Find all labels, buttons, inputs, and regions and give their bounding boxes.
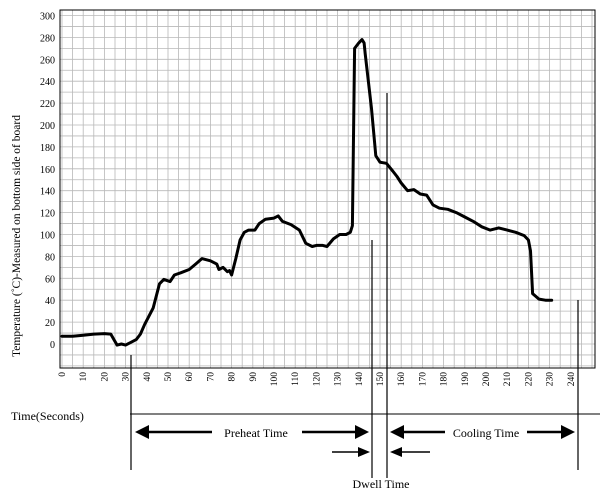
dwell-time-label: Dwell Time: [352, 477, 409, 491]
x-tick-label: 240: [567, 372, 577, 387]
preheat-time-label: Preheat Time: [224, 426, 288, 440]
cooling-arrow-right-head: [561, 425, 575, 439]
y-tick-label: 120: [40, 209, 55, 220]
y-tick-label: 80: [45, 252, 55, 263]
x-axis-ticks: 0 10 20 30 40 50 60 70 80 90 100 110 120 130 140 150 160…: [58, 372, 577, 387]
x-tick-label: 50: [164, 372, 174, 382]
y-tick-label: 300: [40, 12, 55, 23]
cooling-arrow-left-head: [390, 425, 404, 439]
x-tick-label: 180: [440, 372, 450, 387]
y-tick-label: 240: [40, 77, 55, 88]
x-tick-label: 120: [312, 372, 322, 387]
x-tick-label: 140: [355, 372, 365, 387]
y-tick-label: 200: [40, 121, 55, 132]
y-tick-label: 260: [40, 55, 55, 66]
y-tick-label: 140: [40, 187, 55, 198]
y-tick-label: 60: [45, 274, 55, 285]
preheat-label-bg: [212, 423, 302, 441]
y-tick-label: 220: [40, 99, 55, 110]
x-tick-label: 20: [100, 372, 110, 382]
x-tick-label: 170: [418, 372, 428, 387]
x-tick-label: 190: [461, 372, 471, 387]
plot-area-frame: [59, 9, 596, 369]
y-axis-label: Temperature (˚C)-Measured on bottom side…: [11, 115, 23, 357]
x-tick-label: 130: [334, 372, 344, 387]
x-tick-label: 160: [397, 372, 407, 387]
y-tick-label: 180: [40, 143, 55, 154]
y-tick-label: 0: [50, 340, 55, 351]
preheat-arrow-right-head: [355, 425, 369, 439]
chart-grid: [60, 10, 595, 368]
x-tick-label: 10: [79, 372, 89, 382]
dwell-arrow-right-head: [390, 447, 402, 457]
y-tick-label: 100: [40, 231, 55, 242]
x-tick-label: 80: [228, 372, 238, 382]
x-tick-label: 30: [122, 372, 132, 382]
x-tick-label: 150: [376, 372, 386, 387]
x-tick-label: 210: [503, 372, 513, 387]
temperature-series-line: [60, 38, 554, 347]
x-tick-label: 60: [185, 372, 195, 382]
y-tick-label: 280: [40, 33, 55, 44]
x-tick-label: 70: [206, 372, 216, 382]
y-tick-label: 40: [45, 296, 55, 307]
y-tick-label: 20: [45, 318, 55, 329]
dwell-arrow-left-head: [358, 447, 370, 457]
x-tick-label: 220: [524, 372, 534, 387]
x-tick-label: 100: [270, 372, 280, 387]
x-tick-label: 0: [58, 372, 68, 377]
x-tick-label: 200: [482, 372, 492, 387]
cooling-time-label: Cooling Time: [453, 426, 519, 440]
x-tick-label: 230: [546, 372, 556, 387]
cooling-label-bg: [445, 423, 527, 441]
x-tick-label: 90: [249, 372, 259, 382]
y-axis-ticks: 3002802602402202001801601401201008060402…: [40, 12, 55, 352]
timeline-annotations: Time(Seconds) Preheat Time Cooling Time …: [11, 93, 600, 491]
x-tick-label: 110: [291, 372, 301, 386]
x-axis-label: Time(Seconds): [11, 409, 84, 423]
y-tick-label: 160: [40, 165, 55, 176]
preheat-arrow-left-head: [135, 425, 149, 439]
x-tick-label: 40: [143, 372, 153, 382]
